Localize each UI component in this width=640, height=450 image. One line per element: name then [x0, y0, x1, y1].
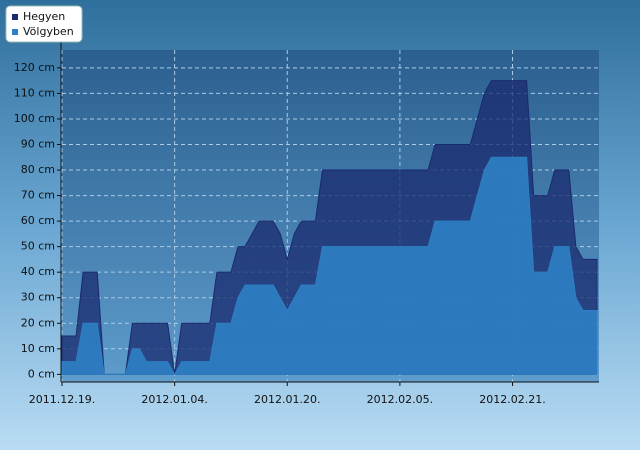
- y-tick-label: 50 cm: [21, 240, 55, 253]
- y-tick-label: 40 cm: [21, 265, 55, 278]
- y-tick-label: 80 cm: [21, 163, 55, 176]
- y-tick-label: 60 cm: [21, 214, 55, 227]
- y-tick-label: 10 cm: [21, 342, 55, 355]
- legend-box: [5, 5, 83, 43]
- x-tick-label: 2012.02.05.: [367, 393, 433, 406]
- x-tick-label: 2012.01.20.: [254, 393, 320, 406]
- y-tick-label: 120 cm: [14, 61, 55, 74]
- x-tick-label: 2012.01.04.: [141, 393, 207, 406]
- area: [61, 156, 598, 376]
- y-tick-label: 20 cm: [21, 316, 55, 329]
- legend-swatch: [12, 14, 18, 20]
- y-tick-label: 0 cm: [28, 367, 55, 380]
- y-tick-label: 70 cm: [21, 189, 55, 202]
- legend-label: Hegyen: [23, 10, 65, 23]
- x-tick-label: 2012.02.21.: [479, 393, 545, 406]
- y-tick-label: 100 cm: [14, 112, 55, 125]
- legend-label: Völgyben: [23, 25, 74, 38]
- y-tick-label: 110 cm: [14, 86, 55, 99]
- y-tick-label: 30 cm: [21, 291, 55, 304]
- y-tick-label: 90 cm: [21, 137, 55, 150]
- x-tick-label: 2011.12.19.: [29, 393, 95, 406]
- legend-swatch: [12, 29, 18, 35]
